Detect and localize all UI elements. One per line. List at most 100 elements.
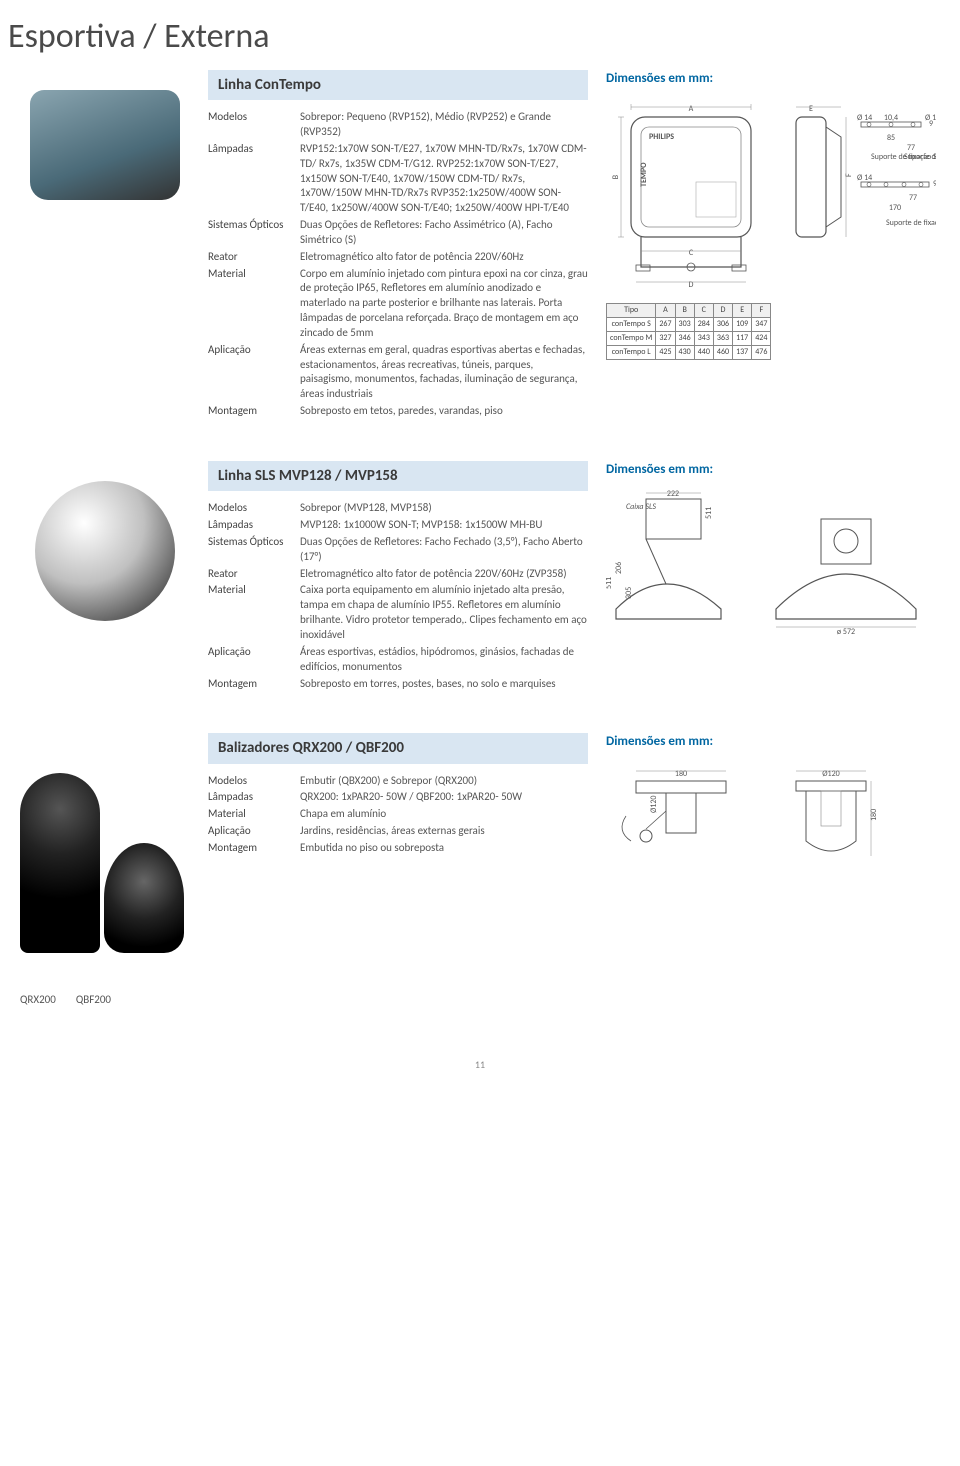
svg-text:Ø 14: Ø 14 (857, 173, 872, 183)
spec-value: Duas Opções de Refletores: Facho Assimét… (300, 218, 588, 248)
spec-label: Lâmpadas (208, 790, 300, 805)
svg-text:D: D (689, 280, 694, 290)
spec-label: Modelos (208, 110, 300, 140)
spec-label: Lâmpadas (208, 142, 300, 216)
svg-text:PHILIPS: PHILIPS (649, 132, 674, 142)
spec-label: Aplicação (208, 343, 300, 402)
product-image-qbf200 (104, 843, 184, 953)
product-image-col (20, 733, 190, 953)
spec-value: Caixa porta equipamento em alumínio inje… (300, 583, 588, 642)
diagram-sls-front: ø 572 (766, 489, 926, 639)
product-image-qrx200 (20, 773, 100, 953)
svg-text:206: 206 (614, 561, 624, 573)
spec-value: Eletromagnético alto fator de potência 2… (300, 567, 588, 582)
dims-title: Dimensões em mm: (606, 461, 940, 479)
svg-text:Ø120: Ø120 (822, 769, 839, 779)
section-header: Linha SLS MVP128 / MVP158 (208, 461, 588, 491)
table-header: B (675, 304, 694, 318)
spec-value: Áreas esportivas, estádios, hipódromos, … (300, 645, 588, 675)
svg-text:10,4: 10,4 (884, 113, 898, 123)
caption-qrx200: QRX200 (20, 993, 56, 1008)
spec-value: RVP152:1x70W SON-T/E27, 1x70W MHN-TD/Rx7… (300, 142, 588, 216)
svg-text:Caixa SLS: Caixa SLS (626, 502, 656, 512)
spec-value: Embutir (QBX200) e Sobrepor (QRX200) (300, 774, 588, 789)
dimensions-table: Tipo A B C D E F conTempo S2673032843061… (606, 303, 771, 359)
svg-text:180: 180 (675, 769, 687, 779)
spec-label: Sistemas Ópticos (208, 535, 300, 565)
svg-text:511: 511 (704, 506, 714, 518)
diagram-qrx: 180 Ø120 (606, 761, 756, 881)
spec-value: Jardins, residências, áreas externas ger… (300, 824, 588, 839)
spec-label: Modelos (208, 501, 300, 516)
spec-value: MVP128: 1x1000W SON-T; MVP158: 1x1500W M… (300, 518, 588, 533)
svg-text:170: 170 (889, 203, 901, 213)
svg-text:E: E (809, 104, 813, 114)
spec-value: Eletromagnético alto fator de potência 2… (300, 250, 588, 265)
svg-text:180: 180 (869, 809, 879, 821)
spec-col: Linha SLS MVP128 / MVP158 ModelosSobrepo… (208, 461, 588, 693)
svg-text:Ø120: Ø120 (649, 795, 659, 812)
page-title: Esportiva / Externa (0, 0, 960, 60)
product-image-contempo (30, 90, 180, 200)
spec-label: Reator (208, 567, 300, 582)
svg-text:F: F (844, 173, 854, 177)
svg-text:Ø 14: Ø 14 (857, 113, 872, 123)
diagram-front: A B PHILIPS TEMPO C D (606, 97, 776, 297)
svg-text:ø 572: ø 572 (837, 627, 855, 637)
table-header: E (733, 304, 752, 318)
table-header: Tipo (607, 304, 656, 318)
spec-label: Material (208, 267, 300, 341)
svg-text:C: C (689, 248, 694, 258)
svg-text:9: 9 (929, 119, 933, 129)
spec-value: Corpo em alumínio injetado com pintura e… (300, 267, 588, 341)
spec-label: Material (208, 583, 300, 642)
caption-qbf200: QBF200 (76, 993, 111, 1008)
dims-title: Dimensões em mm: (606, 733, 940, 751)
spec-label: Aplicação (208, 824, 300, 839)
spec-label: Aplicação (208, 645, 300, 675)
spec-value: Chapa em alumínio (300, 807, 588, 822)
dims-col: Dimensões em mm: 180 Ø120 Ø120 180 (606, 733, 940, 953)
table-row: conTempo M327346343363117424 (607, 332, 771, 346)
diagram-sls-side: Caixa SLS 222 511 511 206 305 (606, 489, 756, 639)
svg-text:305: 305 (624, 586, 634, 598)
dims-col: Dimensões em mm: Caixa SLS 222 511 511 2… (606, 461, 940, 693)
spec-label: Lâmpadas (208, 518, 300, 533)
image-captions: QRX200 QBF200 (20, 993, 940, 1008)
product-image-col (20, 461, 190, 693)
spec-label: Montagem (208, 841, 300, 856)
svg-text:Suporte de fixação M: Suporte de fixação M (904, 152, 936, 162)
svg-text:B: B (611, 175, 621, 180)
svg-text:222: 222 (667, 489, 679, 499)
section-balizadores: Balizadores QRX200 / QBF200 ModelosEmbut… (0, 723, 960, 983)
section-header: Linha ConTempo (208, 70, 588, 100)
spec-value: Embutida no piso ou sobreposta (300, 841, 588, 856)
page-number: 11 (0, 1038, 960, 1082)
section-header: Balizadores QRX200 / QBF200 (208, 733, 588, 763)
spec-col: Balizadores QRX200 / QBF200 ModelosEmbut… (208, 733, 588, 953)
table-header: A (656, 304, 675, 318)
spec-value: Sobrepor (MVP128, MVP158) (300, 501, 588, 516)
table-header: F (752, 304, 771, 318)
spec-value: QRX200: 1xPAR20- 50W / QBF200: 1xPAR20- … (300, 790, 588, 805)
svg-text:Suporte de fixação L: Suporte de fixação L (886, 218, 936, 228)
spec-label: Sistemas Ópticos (208, 218, 300, 248)
spec-value: Áreas externas em geral, quadras esporti… (300, 343, 588, 402)
diagram-qbf: Ø120 180 (766, 761, 896, 881)
spec-label: Montagem (208, 677, 300, 692)
spec-label: Reator (208, 250, 300, 265)
spec-value: Sobreposto em tetos, paredes, varandas, … (300, 404, 588, 419)
diagram-side: E F 85 77 Ø 14 10,4 Ø 14 9 Suporte (786, 97, 936, 297)
spec-label: Material (208, 807, 300, 822)
spec-value: Duas Opções de Refletores: Facho Fechado… (300, 535, 588, 565)
table-header: C (694, 304, 713, 318)
dims-title: Dimensões em mm: (606, 70, 940, 88)
product-image-col (20, 70, 190, 421)
spec-col: Linha ConTempo ModelosSobrepor: Pequeno … (208, 70, 588, 421)
svg-text:9: 9 (933, 179, 936, 189)
spec-value: Sobreposto em torres, postes, bases, no … (300, 677, 588, 692)
table-header: D (713, 304, 732, 318)
svg-text:511: 511 (606, 576, 614, 588)
table-row: conTempo L425430440460137476 (607, 345, 771, 359)
spec-label: Modelos (208, 774, 300, 789)
